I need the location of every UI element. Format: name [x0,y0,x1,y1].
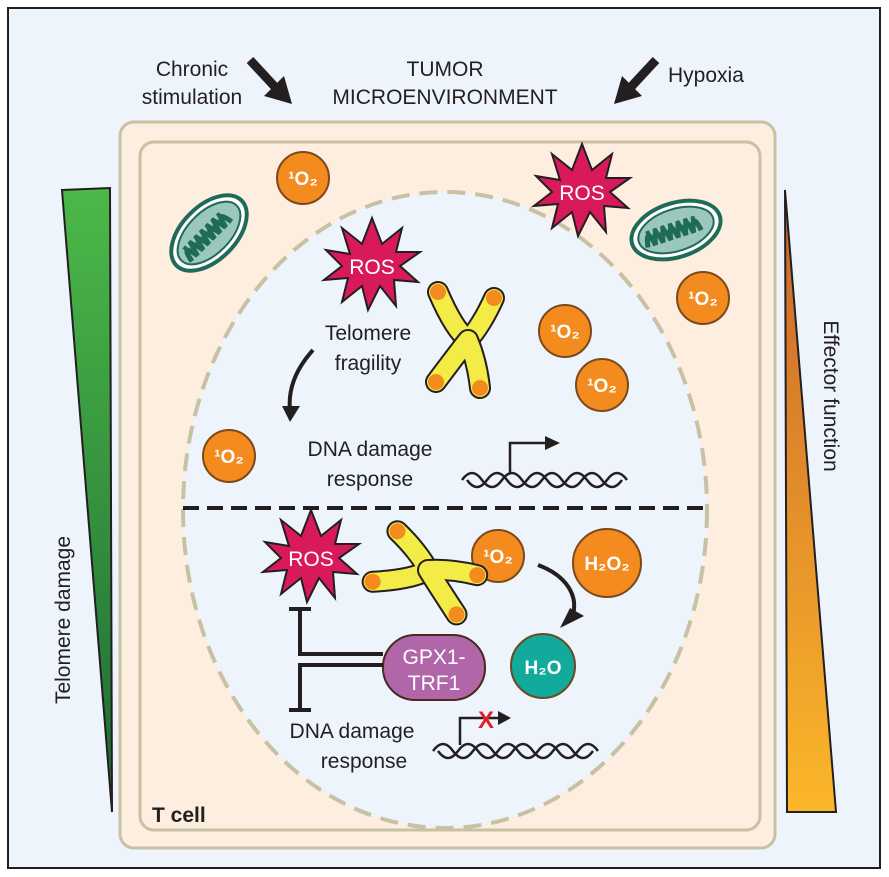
fragility-arrow [287,348,315,411]
svg-text:¹O₂: ¹O₂ [483,547,513,568]
singlet-oxygen: ¹O₂ [676,271,730,325]
ros-burst: ROS [533,143,631,237]
gpx1-trf1-protein: GPX1- TRF1 [382,634,486,701]
arrow-head-icon [560,608,584,628]
response-label: response [321,750,407,773]
dna-damage-label: DNA damage [290,720,415,743]
singlet-oxygen: ¹O₂ [276,151,330,205]
transcription-arrow [458,716,498,745]
stimulation-label: stimulation [142,86,242,109]
response-label: response [327,468,413,491]
svg-text:ROS: ROS [288,548,334,571]
singlet-oxygen: ¹O₂ [538,304,592,358]
svg-text:¹O₂: ¹O₂ [288,169,318,190]
water: H₂O [510,633,576,699]
telomere-damage-gradient [60,186,113,813]
svg-text:ROS: ROS [559,182,605,205]
t-cell-label: T cell [152,804,206,827]
svg-text:H₂O: H₂O [525,658,562,679]
singlet-oxygen: ¹O₂ [575,358,629,412]
arrow-down-left-icon [614,56,660,104]
blocked-x-icon: X [478,707,494,734]
microenvironment-label: MICROENVIRONMENT [332,86,557,109]
arrow-head-icon [282,406,300,422]
svg-text:¹O₂: ¹O₂ [587,376,617,397]
effector-function-label: Effector function [819,320,842,471]
svg-text:GPX1-: GPX1- [402,646,465,669]
telomere-label: Telomere [325,322,411,345]
chronic-label: Chronic [156,58,228,81]
arrow-down-right-icon [246,56,292,104]
dna-damage-label: DNA damage [308,438,433,461]
svg-text:¹O₂: ¹O₂ [550,322,580,343]
telomere-damage-label: Telomere damage [52,536,75,704]
svg-text:H₂O₂: H₂O₂ [584,554,629,575]
inhibition-lines [289,607,383,712]
fragility-label: fragility [335,352,402,375]
hydrogen-peroxide: H₂O₂ [572,528,642,598]
svg-text:ROS: ROS [349,256,395,279]
arrow-head-icon [498,711,511,725]
svg-text:¹O₂: ¹O₂ [214,447,244,468]
arrow-head-icon [545,436,560,450]
svg-text:TRF1: TRF1 [408,672,461,695]
singlet-oxygen: ¹O₂ [471,529,525,583]
svg-text:¹O₂: ¹O₂ [688,289,718,310]
ros-burst: ROS [262,509,360,603]
ros-burst: ROS [323,217,421,311]
hypoxia-label: Hypoxia [668,64,744,87]
effector-function-gradient [784,189,838,813]
transcription-arrow [508,441,545,474]
singlet-oxygen: ¹O₂ [202,429,256,483]
tumor-label: TUMOR [407,58,484,81]
